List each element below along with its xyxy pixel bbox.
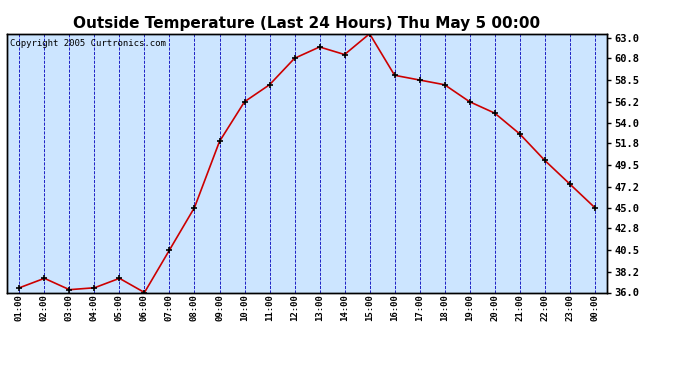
- Text: Copyright 2005 Curtronics.com: Copyright 2005 Curtronics.com: [10, 39, 166, 48]
- Title: Outside Temperature (Last 24 Hours) Thu May 5 00:00: Outside Temperature (Last 24 Hours) Thu …: [74, 16, 540, 31]
